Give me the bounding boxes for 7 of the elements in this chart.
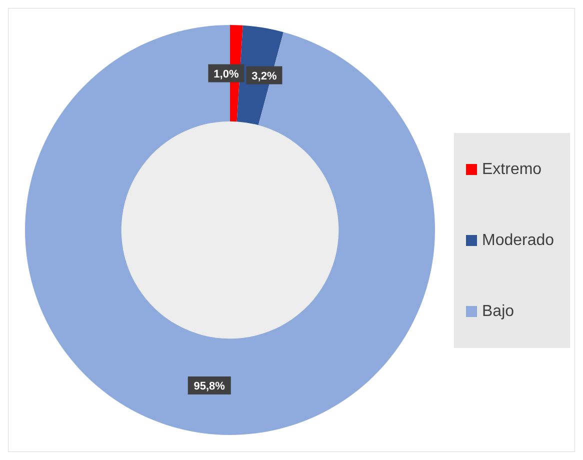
donut-slice (25, 25, 435, 435)
legend-label: Extremo (482, 161, 542, 178)
data-label: 3,2% (252, 70, 277, 82)
data-label: 95,8% (194, 380, 226, 392)
legend-label: Bajo (482, 303, 514, 320)
data-label: 1,0% (214, 68, 239, 80)
legend-label: Moderado (482, 232, 554, 249)
